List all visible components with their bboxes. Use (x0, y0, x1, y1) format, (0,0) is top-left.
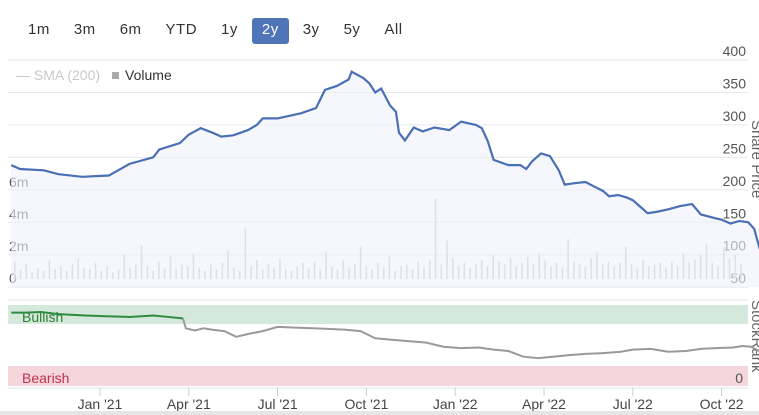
range-button-1y[interactable]: 1y (221, 21, 238, 38)
bearish-label: Bearish (22, 370, 69, 386)
price-axis-title: Share Price (748, 120, 759, 198)
price-axis-label: 150 (723, 205, 747, 221)
x-axis-label: Oct '22 (700, 396, 744, 412)
legend-sma-label: SMA (200) (33, 67, 101, 83)
price-line (10, 70, 759, 251)
range-button-all[interactable]: All (384, 21, 403, 38)
volume-legend-icon (112, 71, 120, 79)
price-area (11, 71, 759, 287)
x-axis-label: Apr '22 (522, 396, 566, 412)
bearish-band (8, 366, 748, 386)
price-axis-label: 300 (723, 108, 747, 124)
x-axis-label: Oct '21 (344, 396, 388, 412)
range-button-ytd[interactable]: YTD (165, 21, 198, 38)
range-button-3y[interactable]: 3y (302, 21, 320, 38)
x-axis-label: Jul '22 (613, 396, 653, 412)
price-axis-label: 200 (723, 173, 747, 189)
x-axis-label: Jan '21 (78, 396, 123, 412)
x-axis-label: Jul '21 (258, 396, 298, 412)
x-axis-label: Jan '22 (433, 396, 478, 412)
x-axis-label: Apr '21 (167, 396, 211, 412)
rank-axis-label: 0 (735, 370, 743, 386)
range-button-6m[interactable]: 6m (119, 21, 142, 38)
bullish-band (8, 305, 748, 324)
range-button-2y[interactable]: 2y (251, 18, 289, 44)
range-selector: 1m 3m 6m YTD 1y 2y 3y 5y All (18, 18, 417, 44)
rank-axis-title: StockRank (748, 300, 759, 373)
scrollbar[interactable] (0, 411, 759, 415)
legend-volume[interactable]: Volume (125, 67, 172, 83)
stockrank-line-bullish (11, 310, 183, 320)
price-axis-label: 400 (723, 43, 747, 59)
price-axis-label: 250 (723, 140, 747, 156)
range-button-3m[interactable]: 3m (73, 21, 96, 38)
price-axis-label: 350 (723, 75, 747, 91)
stockrank-line (181, 318, 759, 360)
legend-sma[interactable]: — SMA (200) (16, 67, 101, 83)
range-button-5y[interactable]: 5y (343, 21, 361, 38)
legend: — SMA (200) Volume (16, 67, 172, 83)
range-button-1m[interactable]: 1m (28, 21, 50, 38)
